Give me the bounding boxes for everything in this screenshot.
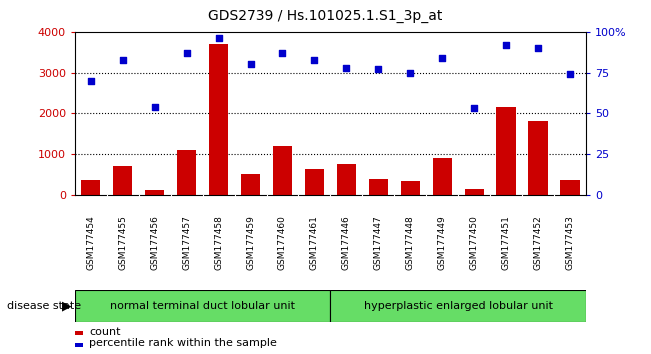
Text: GDS2739 / Hs.101025.1.S1_3p_at: GDS2739 / Hs.101025.1.S1_3p_at [208, 9, 443, 23]
Text: disease state: disease state [7, 301, 81, 311]
FancyBboxPatch shape [330, 290, 586, 322]
Text: GSM177447: GSM177447 [374, 215, 383, 270]
Text: GSM177448: GSM177448 [406, 215, 415, 270]
Text: normal terminal duct lobular unit: normal terminal duct lobular unit [110, 301, 295, 311]
Bar [465, 189, 484, 195]
Point [437, 55, 447, 61]
Point [214, 35, 224, 41]
Point [533, 45, 543, 51]
Text: GSM177458: GSM177458 [214, 215, 223, 270]
Text: GSM177446: GSM177446 [342, 215, 351, 270]
Bar [432, 158, 452, 195]
Point [86, 78, 96, 84]
Text: GSM177453: GSM177453 [566, 215, 574, 270]
Text: GSM177456: GSM177456 [150, 215, 159, 270]
Text: hyperplastic enlarged lobular unit: hyperplastic enlarged lobular unit [364, 301, 553, 311]
Bar [529, 121, 547, 195]
Bar [113, 166, 132, 195]
Text: GSM177461: GSM177461 [310, 215, 319, 270]
Bar [337, 164, 356, 195]
Text: GSM177450: GSM177450 [469, 215, 478, 270]
Point [150, 104, 160, 110]
Bar [497, 107, 516, 195]
Text: GSM177449: GSM177449 [437, 215, 447, 270]
Text: GSM177460: GSM177460 [278, 215, 287, 270]
Point [341, 65, 352, 70]
Text: GSM177452: GSM177452 [533, 215, 542, 270]
Point [501, 42, 511, 48]
Point [405, 70, 415, 75]
Text: ▶: ▶ [62, 300, 72, 313]
Point [118, 57, 128, 62]
Bar [81, 181, 100, 195]
Text: GSM177457: GSM177457 [182, 215, 191, 270]
Bar [368, 179, 388, 195]
Point [245, 62, 256, 67]
Bar [209, 44, 228, 195]
Point [469, 105, 479, 111]
Text: GSM177455: GSM177455 [118, 215, 128, 270]
Bar [561, 180, 579, 195]
Point [182, 50, 192, 56]
Bar [241, 173, 260, 195]
Point [309, 57, 320, 62]
Point [564, 72, 575, 77]
Text: GSM177451: GSM177451 [501, 215, 510, 270]
Bar [145, 190, 164, 195]
Bar [400, 181, 420, 195]
Text: count: count [89, 327, 120, 337]
Bar [273, 146, 292, 195]
Text: percentile rank within the sample: percentile rank within the sample [89, 338, 277, 348]
Point [373, 67, 383, 72]
Bar [177, 150, 196, 195]
Text: GSM177454: GSM177454 [87, 215, 95, 270]
Point [277, 50, 288, 56]
Bar [305, 170, 324, 195]
FancyBboxPatch shape [75, 290, 330, 322]
Text: GSM177459: GSM177459 [246, 215, 255, 270]
